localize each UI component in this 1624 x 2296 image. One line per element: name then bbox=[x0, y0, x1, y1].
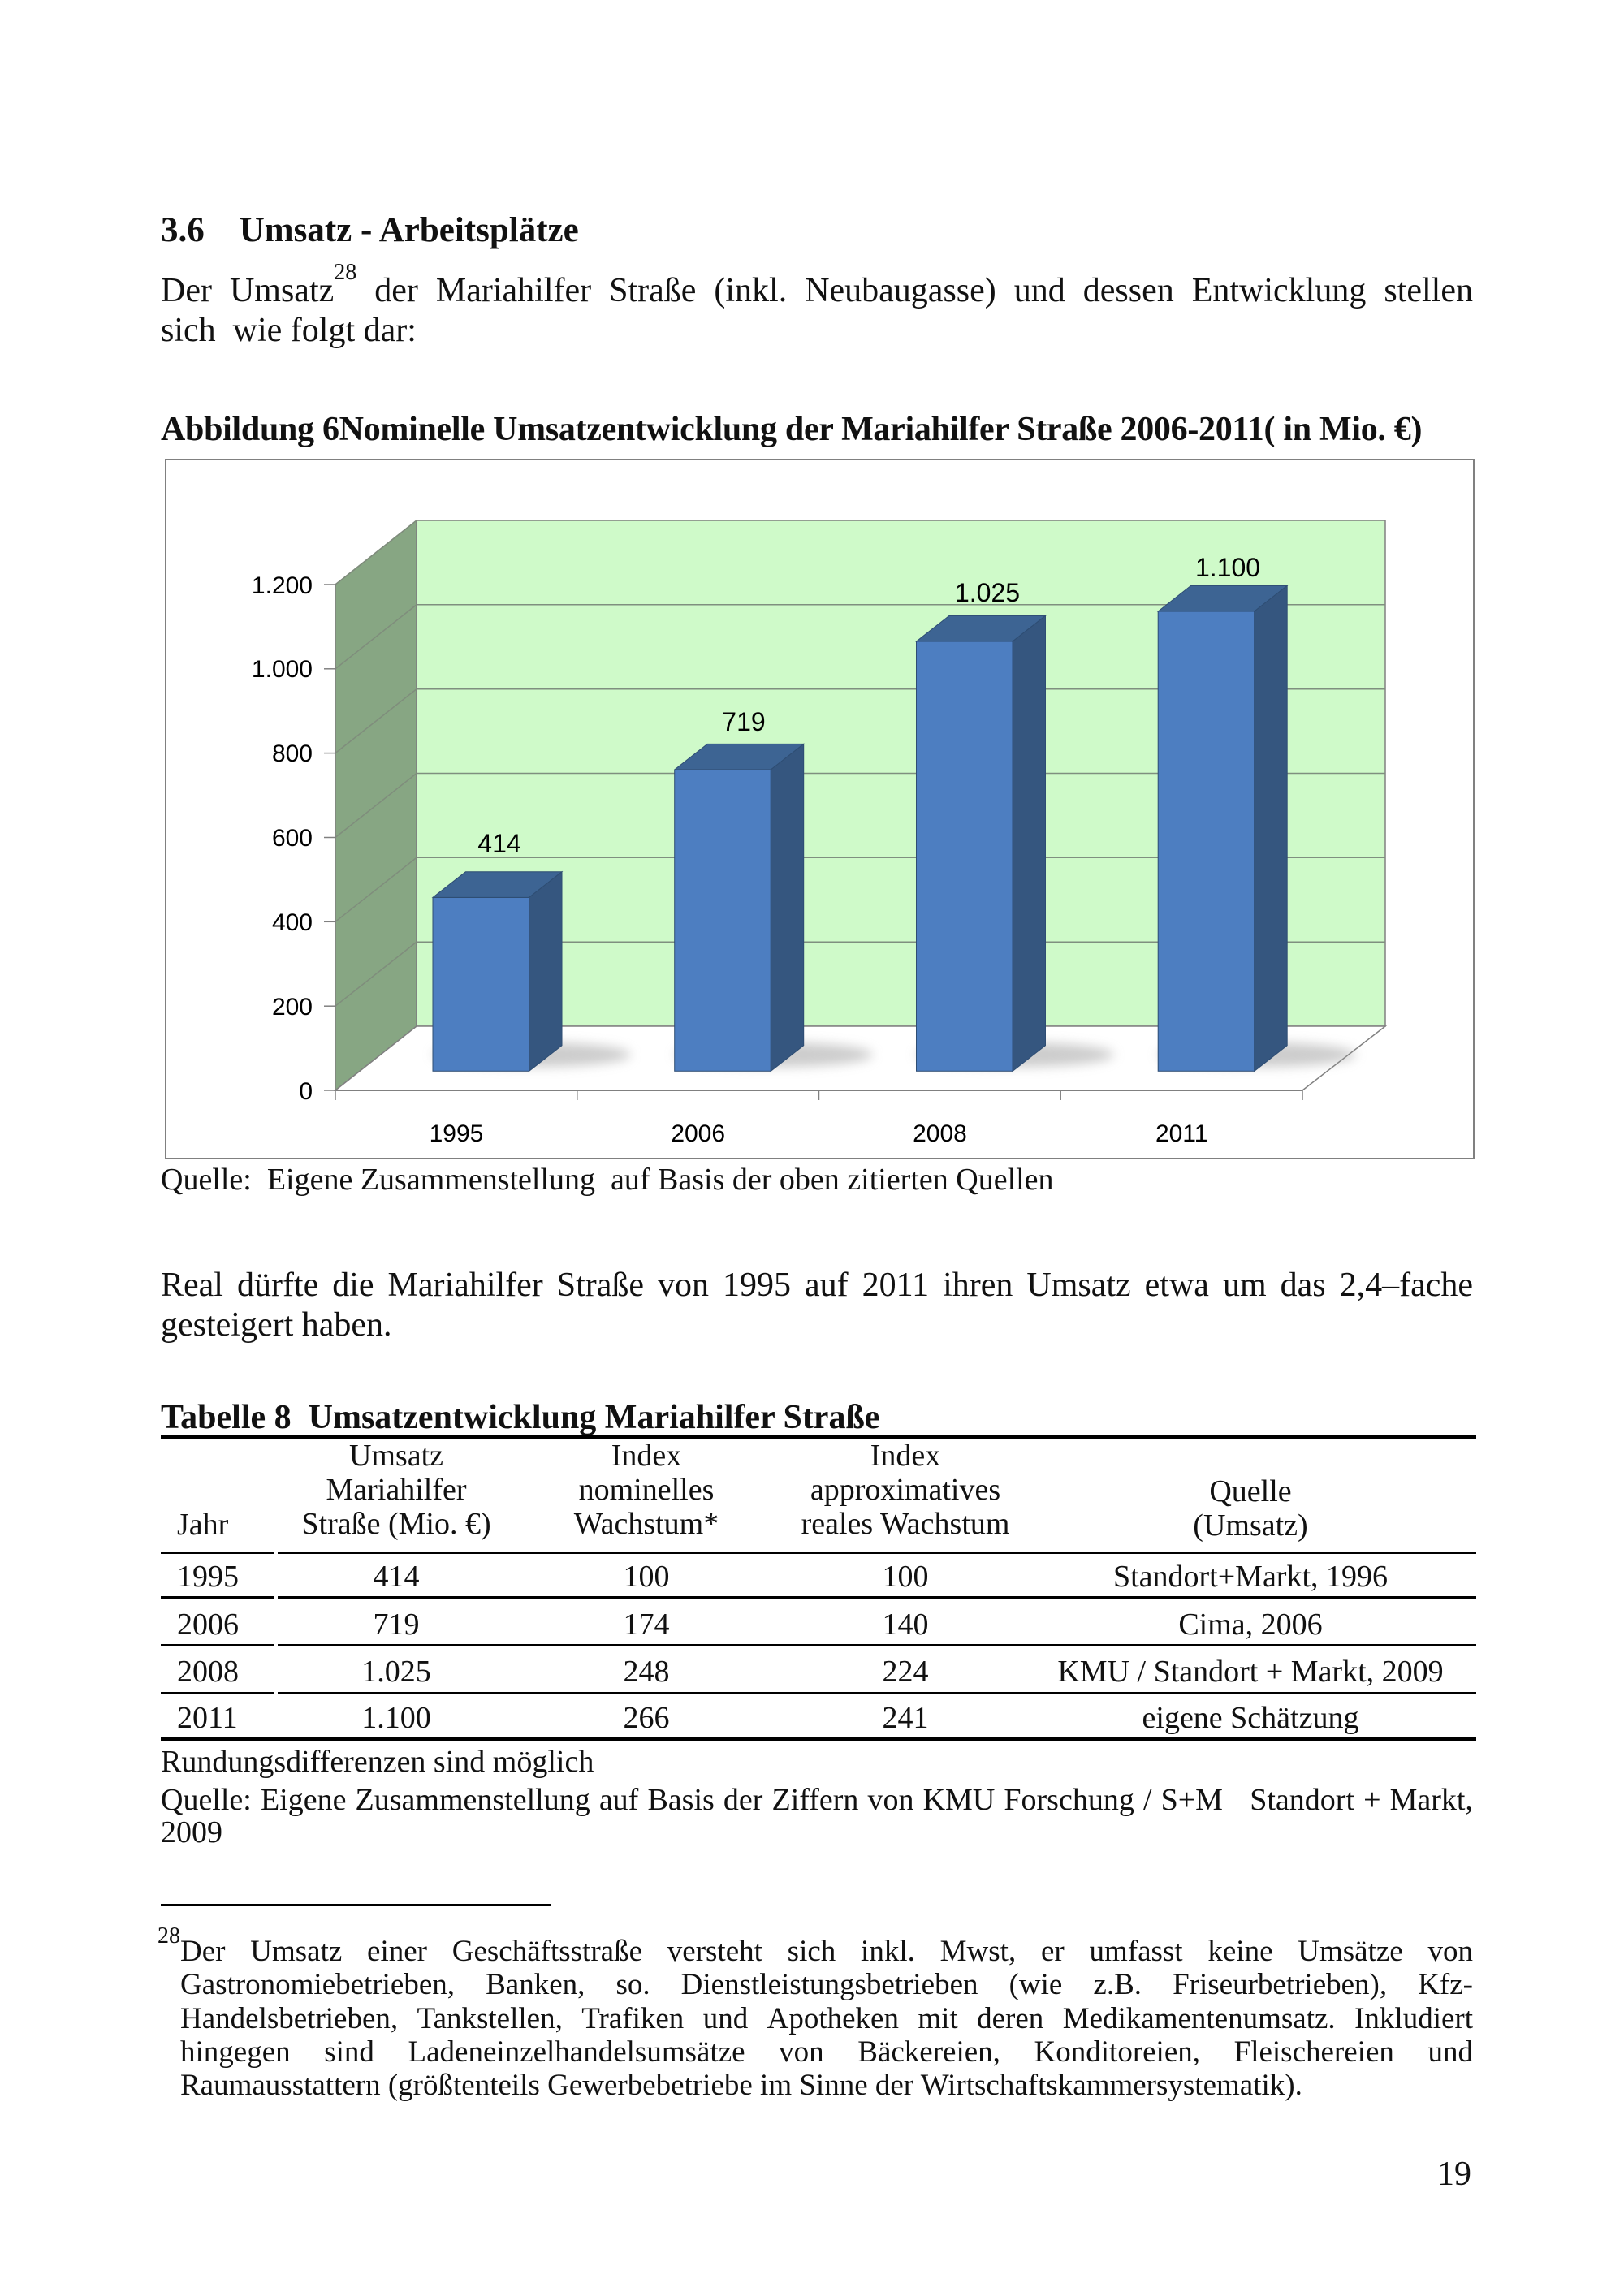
svg-text:1995: 1995 bbox=[430, 1120, 484, 1147]
svg-text:2006: 2006 bbox=[671, 1120, 725, 1147]
svg-text:1.000: 1.000 bbox=[252, 656, 313, 683]
svg-text:200: 200 bbox=[272, 994, 313, 1021]
svg-text:719: 719 bbox=[722, 707, 765, 736]
svg-text:800: 800 bbox=[272, 740, 313, 767]
svg-text:2011: 2011 bbox=[1155, 1120, 1208, 1147]
svg-text:2008: 2008 bbox=[913, 1120, 967, 1147]
svg-text:1.100: 1.100 bbox=[1195, 553, 1260, 582]
svg-text:1.025: 1.025 bbox=[955, 578, 1020, 607]
svg-text:400: 400 bbox=[272, 909, 313, 936]
svg-text:1.200: 1.200 bbox=[252, 572, 313, 599]
svg-text:414: 414 bbox=[477, 829, 520, 858]
svg-text:0: 0 bbox=[299, 1078, 313, 1105]
svg-text:600: 600 bbox=[272, 825, 313, 852]
